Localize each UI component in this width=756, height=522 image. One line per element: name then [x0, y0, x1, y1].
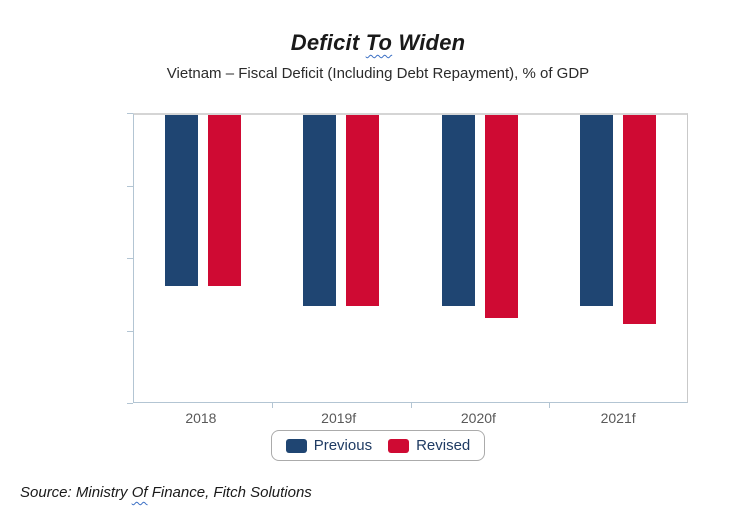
y-axis-tick-mark [127, 185, 133, 187]
bars-container [134, 115, 687, 402]
chart-subtitle: Vietnam – Fiscal Deficit (Including Debt… [166, 65, 590, 82]
bar-group-2019f [303, 115, 380, 307]
previous-bar-2019f [303, 115, 337, 307]
revised-series-swatch-icon [388, 438, 410, 453]
previous-series-swatch-icon [285, 438, 307, 453]
source-text-wavy-underline: Of [131, 484, 148, 501]
x-axis-tick-mark [410, 402, 412, 408]
legend-item-previous: Previous [285, 437, 373, 454]
x-axis-tick-mark [549, 402, 551, 408]
source-text: Source: Ministry [20, 484, 128, 501]
bar-group-2018 [165, 115, 242, 287]
y-axis-tick-mark [127, 258, 133, 259]
revised-bar-2019f [346, 115, 380, 307]
legend-label-previous: Previous [313, 437, 373, 454]
x-axis-tick-label: 2020f [460, 410, 496, 426]
x-axis-tick-label: 2018 [185, 410, 217, 426]
title-text: Widen [398, 30, 466, 55]
legend-item-revised: Revised [388, 437, 470, 454]
x-axis-labels: 2018 2019f 2020f 2021f [133, 410, 688, 426]
x-axis-tick-label: 2021f [600, 410, 636, 426]
revised-bar-2018 [208, 115, 242, 287]
legend: Previous Revised [0, 430, 756, 461]
bar-group-2021f [579, 115, 656, 324]
x-axis-tick-label: 2019f [321, 410, 357, 426]
plot-area [133, 113, 688, 403]
bar-group-2020f [441, 115, 518, 318]
chart-title: Deficit To Widen [0, 30, 756, 56]
title-text-wavy-underline: To [365, 30, 393, 55]
previous-bar-2018 [165, 115, 199, 287]
title-text: Deficit [290, 30, 360, 55]
previous-bar-2020f [441, 115, 475, 307]
previous-bar-2021f [579, 115, 613, 307]
revised-bar-2021f [622, 115, 656, 324]
legend-box: Previous Revised [270, 430, 486, 461]
revised-bar-2020f [484, 115, 518, 318]
legend-label-revised: Revised [416, 437, 471, 454]
source-attribution: Source: Ministry Of Finance, Fitch Solut… [20, 484, 312, 501]
y-axis-tick-mark [127, 330, 133, 332]
x-axis-tick-mark [271, 402, 273, 408]
y-axis-tick-mark [127, 403, 133, 404]
source-text: Finance, Fitch Solutions [151, 484, 312, 501]
y-axis-tick-mark [127, 113, 133, 114]
